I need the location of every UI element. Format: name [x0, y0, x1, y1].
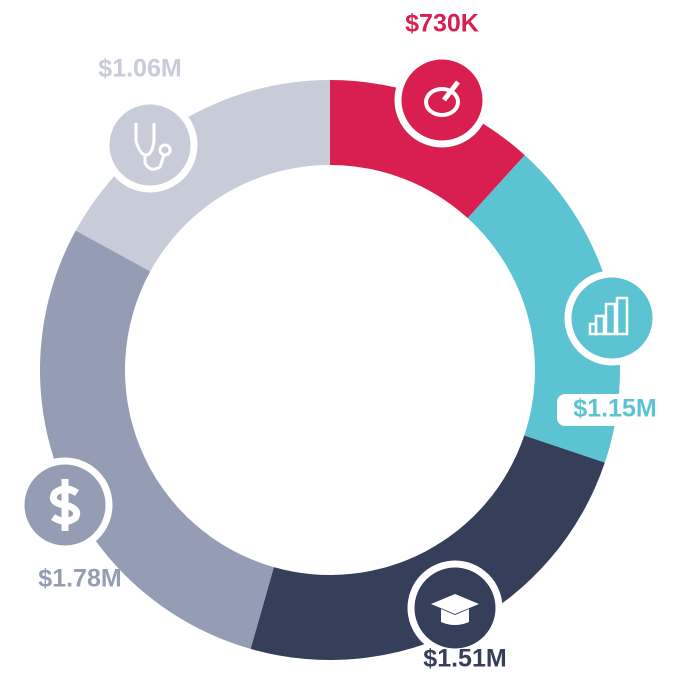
donut-segment — [39, 230, 274, 649]
value-label: $1.15M — [573, 395, 656, 423]
icon-building — [588, 322, 598, 336]
label-bg — [557, 394, 673, 426]
icon — [588, 296, 629, 336]
donut-segment — [75, 80, 330, 272]
icon — [49, 479, 81, 531]
icon-building — [604, 302, 617, 336]
icon-badge — [394, 52, 490, 148]
icon-stethoscope-bell — [158, 143, 172, 157]
icon-stethoscope — [134, 123, 166, 171]
icon — [431, 594, 479, 625]
icon — [424, 80, 460, 117]
value-label: $1.51M — [423, 645, 506, 673]
icon-cap-base — [441, 609, 469, 625]
value-label: $1.78M — [38, 565, 121, 593]
value-label: $1.06M — [98, 55, 181, 83]
icon-badge — [102, 97, 198, 193]
donut-segment — [467, 155, 620, 463]
icon-badge — [564, 270, 660, 366]
icon — [134, 123, 172, 171]
donut-segment — [330, 80, 525, 219]
value-label: $730K — [405, 10, 479, 38]
icon-cap — [431, 594, 479, 614]
icon-dollar — [49, 479, 81, 531]
donut-segment — [250, 435, 605, 661]
icon-palette — [424, 87, 460, 117]
icon-brush — [442, 80, 460, 102]
icon-building — [615, 296, 629, 336]
